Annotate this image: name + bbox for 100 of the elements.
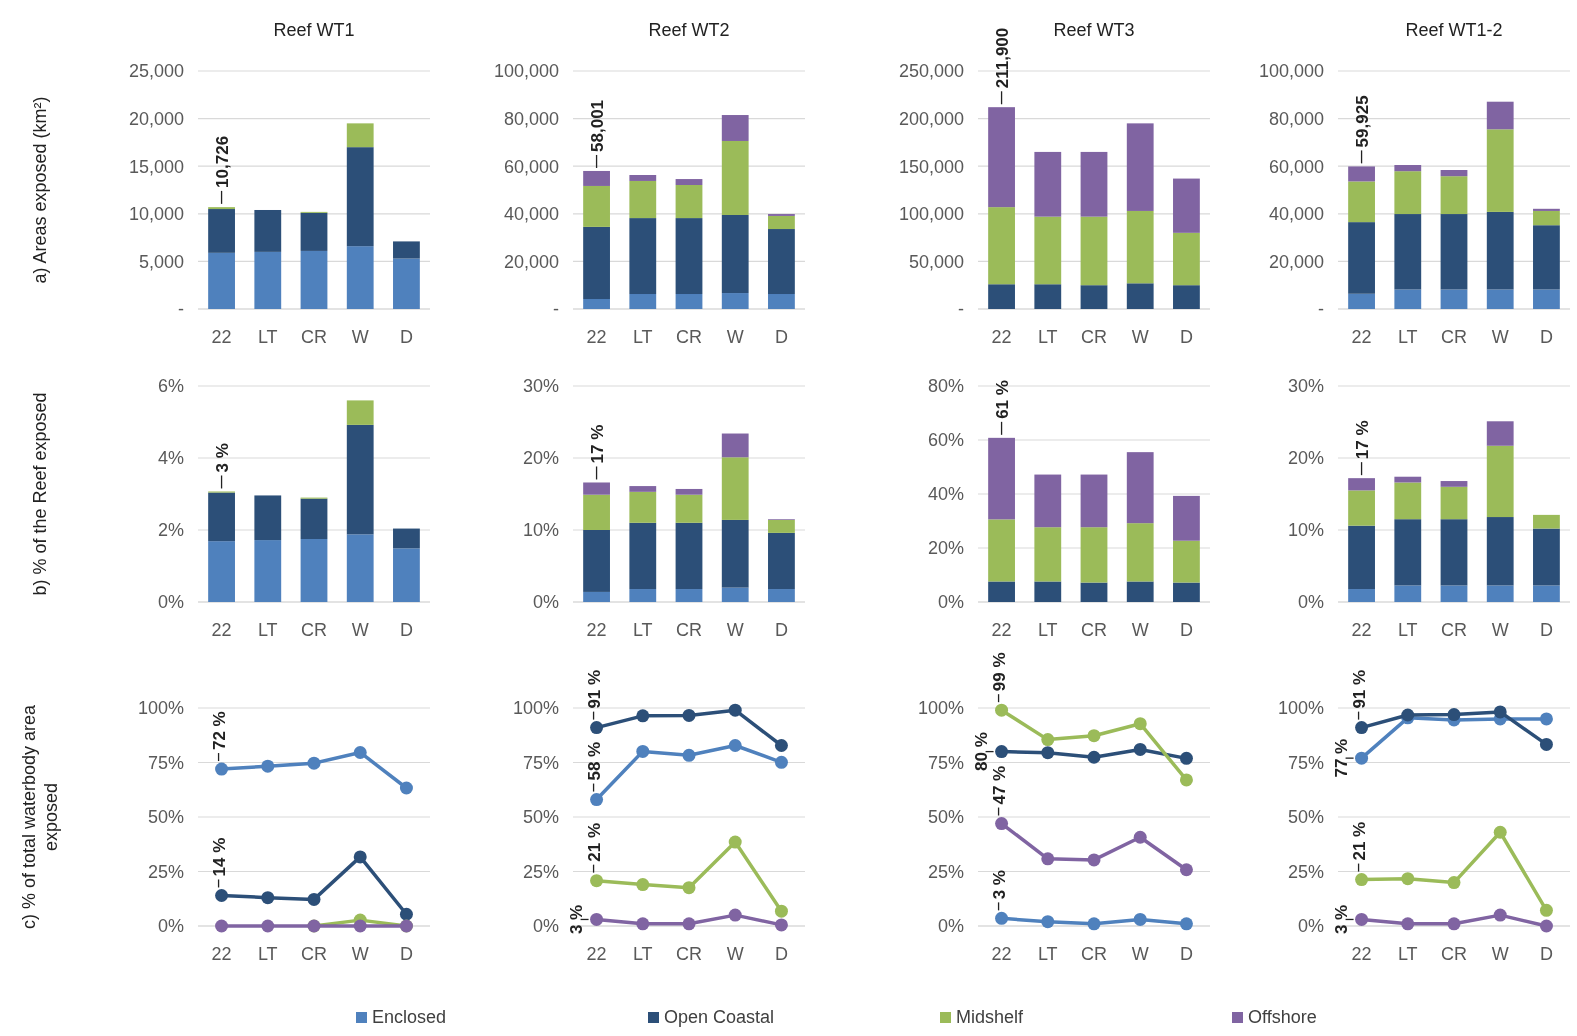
- bar: [675, 494, 703, 523]
- x-tick-label: CR: [1081, 327, 1107, 347]
- bar: [1533, 289, 1560, 309]
- bar: [208, 252, 235, 309]
- x-tick-label: 22: [211, 327, 232, 347]
- y-tick-label: 80,000: [1268, 108, 1324, 129]
- bar: [1486, 421, 1514, 446]
- y-tick-label: 75%: [1287, 752, 1324, 773]
- x-tick-label: W: [1131, 944, 1149, 964]
- point: [1493, 705, 1507, 719]
- x-tick-label: W: [1491, 327, 1509, 347]
- bar: [254, 209, 282, 252]
- point: [1133, 912, 1147, 926]
- annotation: 72 %: [209, 711, 229, 751]
- bar: [583, 494, 610, 530]
- chart-title: Reef WT2: [648, 20, 730, 40]
- point: [1087, 729, 1101, 743]
- x-tick-label: CR: [301, 327, 327, 347]
- bar: [1080, 285, 1108, 309]
- point: [1041, 852, 1055, 866]
- x-tick-label: 22: [991, 944, 1012, 964]
- bar: [346, 400, 374, 425]
- y-tick-label: 10,000: [128, 204, 184, 225]
- point: [1355, 912, 1369, 926]
- bar: [1533, 528, 1560, 586]
- x-tick-label: 22: [1351, 327, 1372, 347]
- bar: [393, 548, 420, 602]
- x-tick-label: W: [1491, 620, 1509, 640]
- point: [728, 739, 742, 752]
- y-tick-label: 20,000: [128, 108, 184, 129]
- point: [590, 874, 604, 888]
- point: [1133, 830, 1147, 844]
- point: [1041, 733, 1055, 747]
- bar: [300, 539, 328, 602]
- point: [261, 759, 275, 773]
- x-tick-label: 22: [211, 620, 232, 640]
- y-tick-label: 25%: [927, 861, 964, 882]
- y-axis-title: c) % of total waterbody area exposed: [19, 703, 61, 930]
- point: [1493, 908, 1507, 922]
- bar: [675, 218, 703, 295]
- bar: [1533, 514, 1560, 529]
- x-tick-label: W: [1131, 620, 1149, 640]
- x-tick-label: D: [1539, 944, 1553, 964]
- y-tick-label: 0%: [1297, 592, 1324, 613]
- annotation: 80 %: [971, 732, 991, 771]
- y-tick-label: 60%: [927, 430, 964, 451]
- y-tick-label: 20%: [522, 448, 559, 469]
- point: [682, 708, 696, 722]
- bar: [1440, 289, 1468, 309]
- x-tick-label: LT: [257, 620, 278, 640]
- x-tick-label: W: [726, 327, 744, 347]
- bar: [1034, 151, 1062, 217]
- y-tick-label: 0%: [937, 592, 964, 613]
- bar: [1533, 225, 1560, 290]
- y-tick-label: 0%: [1297, 916, 1324, 937]
- bar: [300, 498, 328, 539]
- x-tick-label: CR: [301, 620, 327, 640]
- y-tick-label: 30%: [1287, 376, 1324, 397]
- bar: [988, 519, 1015, 582]
- point: [995, 911, 1009, 925]
- x-tick-label: 22: [991, 620, 1012, 640]
- x-tick-label: LT: [1037, 944, 1058, 964]
- x-tick-label: CR: [1441, 944, 1467, 964]
- x-tick-label: CR: [1081, 944, 1107, 964]
- legend-label: Open Coastal: [664, 1007, 775, 1027]
- x-tick-label: 22: [586, 620, 607, 640]
- point: [995, 703, 1009, 717]
- bar: [1126, 123, 1154, 211]
- annotation: 91 %: [584, 669, 604, 709]
- bar: [675, 488, 703, 495]
- x-tick-label: D: [774, 620, 788, 640]
- point: [353, 850, 367, 864]
- y-tick-label: 60,000: [503, 156, 559, 177]
- bar: [1126, 581, 1154, 602]
- y-tick-label: 20,000: [1268, 251, 1324, 272]
- x-tick-label: 22: [1351, 944, 1372, 964]
- bar: [1533, 585, 1560, 602]
- x-tick-label: W: [726, 944, 744, 964]
- point: [728, 703, 742, 717]
- y-tick-label: -: [958, 299, 964, 320]
- y-tick-label: 75%: [927, 752, 964, 773]
- bar: [1486, 129, 1514, 212]
- annotation: 61 %: [992, 380, 1012, 419]
- bar: [1080, 216, 1108, 286]
- annotation: 21 %: [1349, 821, 1369, 861]
- x-tick-label: W: [351, 944, 369, 964]
- bar: [721, 433, 749, 458]
- x-tick-label: LT: [1397, 944, 1418, 964]
- bar: [254, 251, 282, 309]
- x-tick-label: 22: [586, 944, 607, 964]
- y-tick-label: 0%: [937, 916, 964, 937]
- y-tick-label: 100%: [137, 698, 184, 719]
- point: [1179, 773, 1193, 787]
- y-tick-label: 100%: [512, 698, 559, 719]
- bar: [629, 486, 657, 492]
- bar: [1486, 445, 1514, 518]
- x-tick-label: W: [351, 620, 369, 640]
- bar: [1348, 293, 1375, 309]
- x-tick-label: D: [399, 327, 413, 347]
- y-tick-label: 40%: [927, 484, 964, 505]
